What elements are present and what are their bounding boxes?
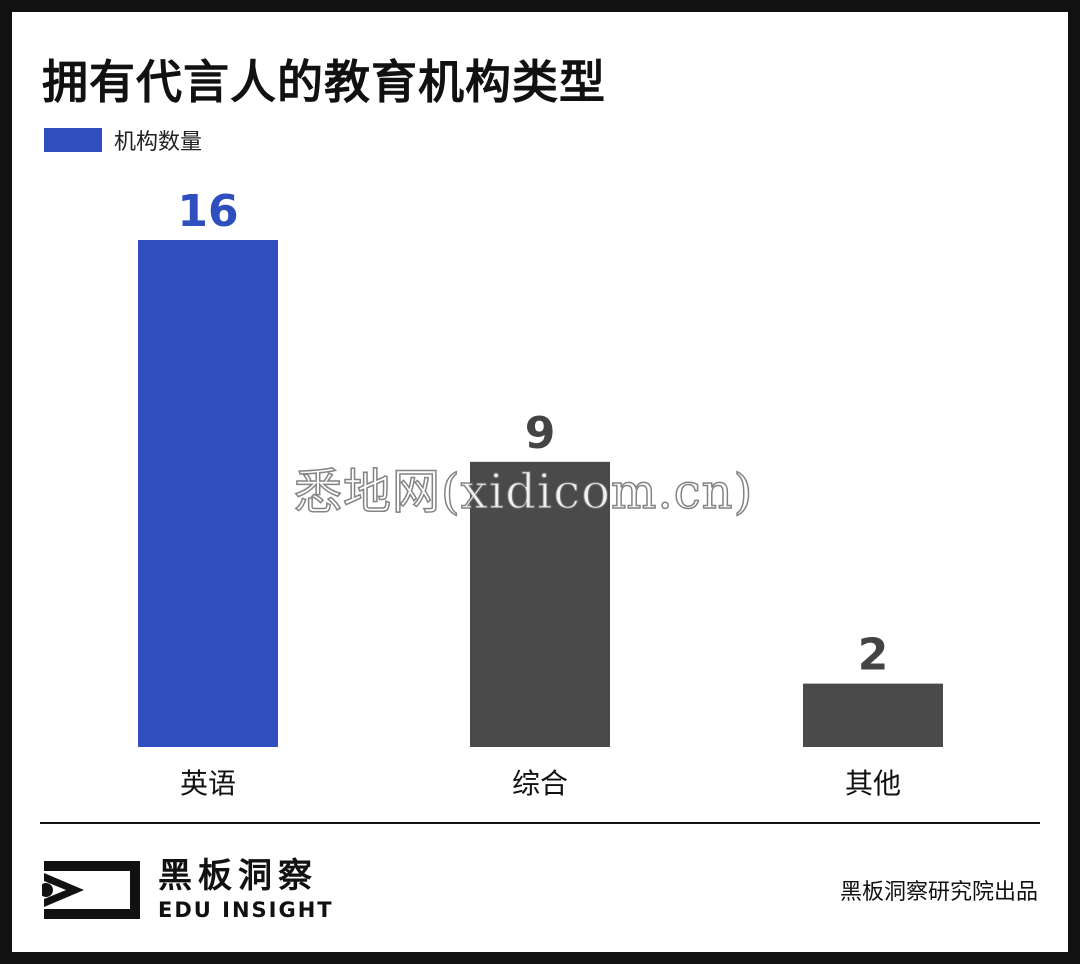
bar-2 — [470, 461, 610, 747]
chart-card: 拥有代言人的教育机构类型 机构数量 16 英语 9 综合 2 其他 悉地网(xidicom… — [12, 12, 1068, 952]
brand-name-cn: 黑板洞察 — [158, 856, 318, 896]
legend-swatch — [44, 128, 102, 152]
category-label: 其他 — [845, 767, 901, 800]
category-label: 英语 — [180, 767, 236, 800]
bar-value-label: 2 — [858, 630, 889, 681]
bar-value-label: 16 — [177, 186, 238, 237]
legend: 机构数量 — [44, 124, 202, 156]
watermark: 悉地网(xidicom.cn) — [293, 463, 754, 521]
bar-chart: 16 英语 9 综合 2 其他 — [138, 186, 943, 800]
bar-3 — [803, 683, 943, 747]
chart-title: 拥有代言人的教育机构类型 — [42, 55, 606, 109]
eye-logo-icon — [42, 861, 140, 919]
bar-value-label: 9 — [525, 408, 556, 459]
brand-name-en: EDU INSIGHT — [158, 898, 334, 922]
brand: 黑板洞察 EDU INSIGHT — [42, 856, 334, 924]
credit-text: 黑板洞察研究院出品 — [839, 880, 1038, 905]
footer-divider — [40, 822, 1040, 824]
legend-label: 机构数量 — [114, 130, 203, 155]
category-label: 综合 — [512, 767, 568, 800]
bar-1 — [138, 240, 278, 747]
